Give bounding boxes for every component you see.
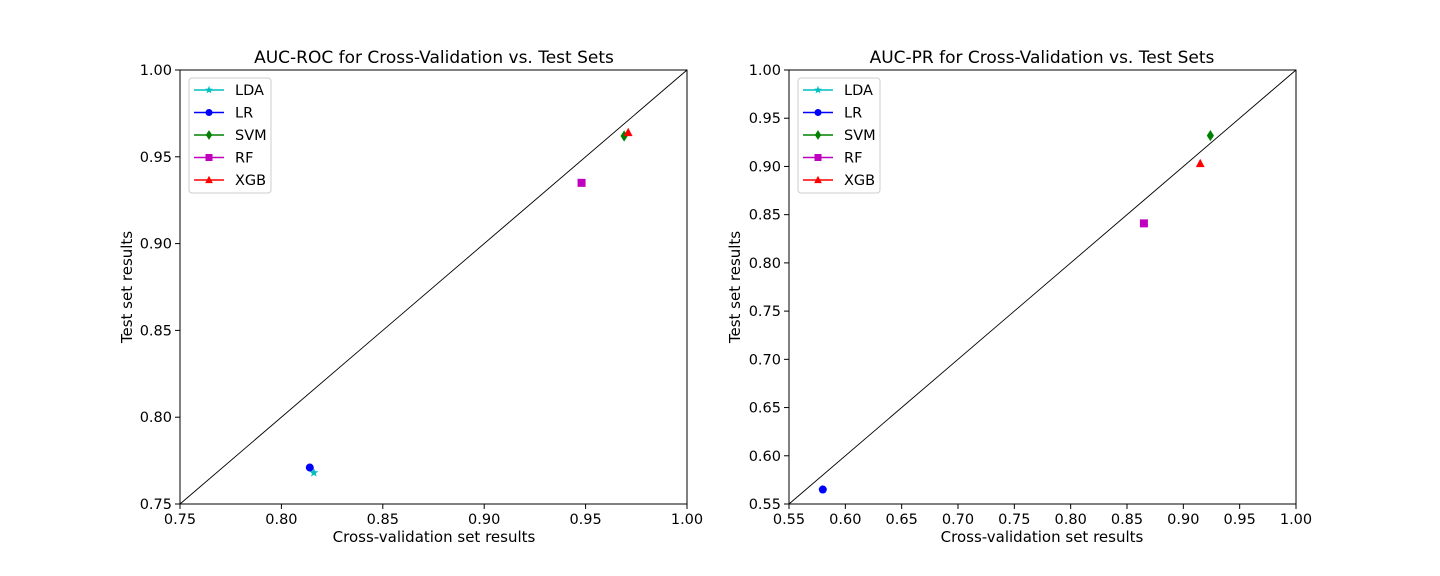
legend-label: SVM — [844, 128, 876, 144]
data-point-xgb — [623, 127, 633, 137]
y-tick-label: 0.95 — [140, 150, 172, 166]
legend-entry-lda: LDA — [803, 83, 873, 99]
data-point-xgb — [1195, 158, 1205, 168]
legend-label: LR — [235, 106, 253, 122]
legend-label: LDA — [235, 83, 264, 99]
y-tick-label: 0.65 — [749, 401, 781, 417]
legend-entry-svm: SVM — [803, 128, 876, 144]
y-tick-label: 0.90 — [140, 237, 172, 253]
legend: LDA LR SVM RF XGB — [188, 77, 272, 194]
legend-label: LDA — [844, 83, 873, 99]
x-tick-label: 0.60 — [829, 512, 861, 528]
legend-label: SVM — [235, 128, 267, 144]
x-tick-label: 1.00 — [671, 512, 703, 528]
legend-entry-rf: RF — [803, 151, 862, 167]
legend-label: RF — [844, 151, 862, 167]
legend-marker — [814, 109, 822, 116]
x-tick-label: 0.75 — [164, 512, 196, 528]
y-tick-label: 0.90 — [749, 159, 781, 175]
legend-box — [797, 77, 881, 194]
x-tick-label: 0.55 — [773, 512, 805, 528]
data-point-lr — [818, 485, 827, 494]
x-tick-label: 0.70 — [942, 512, 974, 528]
marker-rf — [1139, 219, 1148, 228]
x-tick-label: 1.00 — [1280, 512, 1312, 528]
legend-marker — [814, 175, 822, 184]
diagonal-reference-line — [179, 69, 688, 505]
marker-svm — [1206, 129, 1214, 142]
legend: LDA LR SVM RF XGB — [797, 77, 881, 194]
legend-label: XGB — [235, 173, 266, 189]
legend-entry-lda: LDA — [194, 83, 264, 99]
x-tick-label: 0.80 — [265, 512, 297, 528]
legend-entry-rf: RF — [194, 151, 253, 167]
chart-title: AUC-ROC for Cross-Validation vs. Test Se… — [254, 48, 614, 68]
marker-rf — [577, 178, 586, 187]
marker-lr — [305, 463, 314, 472]
x-tick-label: 0.90 — [1167, 512, 1199, 528]
legend-entry-lr: LR — [803, 106, 862, 122]
y-tick-label: 0.75 — [749, 304, 781, 320]
legend-entry-xgb: XGB — [194, 173, 266, 189]
x-tick-label: 0.65 — [886, 512, 918, 528]
y-tick-label: 0.85 — [749, 208, 781, 224]
x-tick-label: 0.80 — [1055, 512, 1087, 528]
x-tick-label: 0.85 — [367, 512, 399, 528]
legend-entry-svm: SVM — [194, 128, 267, 144]
x-tick-label: 0.95 — [1224, 512, 1256, 528]
legend-marker — [814, 154, 822, 161]
auc-pr-chart: AUC-PR for Cross-Validation vs. Test Set… — [726, 48, 1312, 546]
marker-xgb — [1195, 158, 1205, 168]
legend-marker — [205, 154, 213, 161]
legend-marker — [814, 130, 822, 140]
x-axis-label: Cross-validation set results — [333, 528, 536, 546]
legend-box — [188, 77, 272, 194]
y-tick-label: 0.75 — [140, 497, 172, 513]
marker-xgb — [623, 127, 633, 137]
legend-marker — [205, 85, 213, 94]
marker-lr — [818, 485, 827, 494]
y-tick-label: 0.55 — [749, 497, 781, 513]
y-axis-label: Test set results — [118, 231, 136, 344]
x-axis-label: Cross-validation set results — [941, 528, 1144, 546]
y-axis-label: Test set results — [726, 231, 744, 344]
x-tick-label: 0.85 — [1111, 512, 1143, 528]
y-tick-label: 0.60 — [749, 449, 781, 465]
plot-area-frame — [788, 69, 1297, 505]
chart-title: AUC-PR for Cross-Validation vs. Test Set… — [870, 48, 1215, 68]
marker-lda — [309, 467, 319, 477]
y-tick-label: 0.80 — [140, 410, 172, 426]
x-tick-label: 0.95 — [569, 512, 601, 528]
y-tick-label: 1.00 — [140, 63, 172, 79]
data-point-rf — [577, 178, 586, 187]
data-point-lda — [309, 467, 319, 477]
legend-marker — [814, 85, 822, 94]
data-point-svm — [1206, 129, 1214, 142]
data-point-rf — [1139, 219, 1148, 228]
plot-area-frame — [179, 69, 688, 505]
x-tick-label: 0.90 — [468, 512, 500, 528]
y-tick-label: 0.85 — [140, 323, 172, 339]
legend-entry-xgb: XGB — [803, 173, 875, 189]
legend-marker — [205, 109, 213, 116]
diagonal-reference-line — [788, 69, 1297, 505]
y-tick-label: 0.70 — [749, 352, 781, 368]
legend-label: LR — [844, 106, 862, 122]
legend-label: RF — [235, 151, 253, 167]
auc-roc-chart: AUC-ROC for Cross-Validation vs. Test Se… — [118, 48, 703, 546]
x-tick-label: 0.75 — [998, 512, 1030, 528]
legend-marker — [205, 130, 213, 140]
y-tick-label: 0.95 — [749, 111, 781, 127]
y-tick-label: 1.00 — [749, 63, 781, 79]
legend-marker — [205, 175, 213, 184]
data-point-lr — [305, 463, 314, 472]
legend-entry-lr: LR — [194, 106, 253, 122]
legend-label: XGB — [844, 173, 875, 189]
y-tick-label: 0.80 — [749, 256, 781, 272]
